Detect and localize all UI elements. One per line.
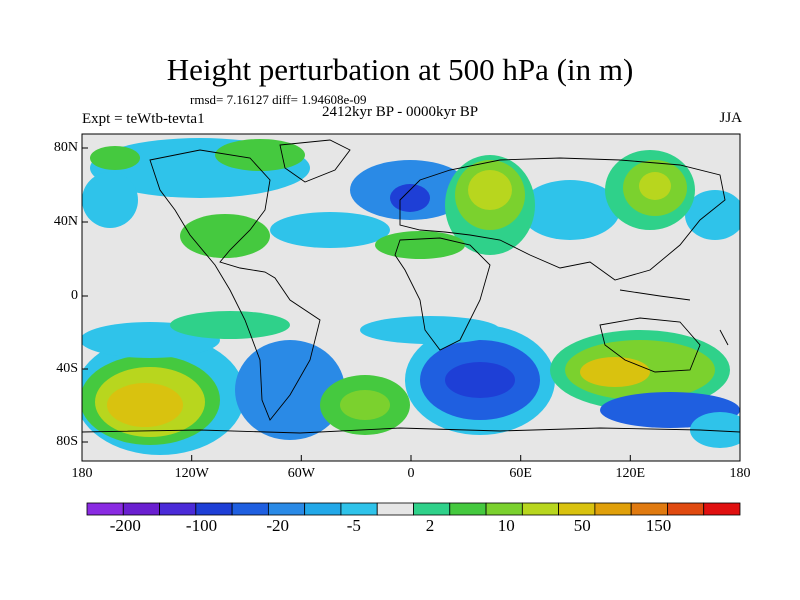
colorbar-label: -20 xyxy=(266,516,290,535)
colorbar-swatch xyxy=(521,502,560,516)
colorbar-label: 50 xyxy=(573,516,591,535)
contour-region xyxy=(390,184,430,212)
contour-region xyxy=(270,212,390,248)
colorbar-swatch xyxy=(159,502,197,516)
contour-region xyxy=(215,139,305,171)
colorbar xyxy=(86,502,741,516)
lon-label: 180 xyxy=(729,466,751,481)
colorbar-swatch xyxy=(304,502,342,516)
stats-label: rmsd= 7.16127 diff= 1.94608e-09 xyxy=(190,92,367,107)
lat-label: 80N xyxy=(53,140,78,155)
contour-region xyxy=(360,316,500,344)
contour-field xyxy=(82,138,740,455)
lon-label: 120E xyxy=(615,466,646,481)
colorbar-swatch xyxy=(86,502,124,516)
colorbar-swatch xyxy=(449,502,487,516)
colorbar-swatch xyxy=(122,502,160,516)
contour-region xyxy=(520,180,620,240)
lon-label: 120W xyxy=(174,466,209,481)
colorbar-label: 150 xyxy=(645,516,672,535)
lon-label: 60W xyxy=(287,466,315,481)
colorbar-label: 10 xyxy=(497,516,515,535)
contour-region xyxy=(445,362,515,398)
colorbar-swatch xyxy=(630,502,668,516)
contour-region xyxy=(580,357,650,387)
map-panel xyxy=(81,133,741,462)
lon-label: 0 xyxy=(407,466,415,481)
season-label: JJA xyxy=(719,110,742,126)
colorbar-swatch xyxy=(558,502,596,516)
colorbar-label: -5 xyxy=(346,516,361,535)
coastlines xyxy=(82,139,740,434)
contour-region xyxy=(690,412,740,448)
map-title: Height perturbation at 500 hPa (in m) xyxy=(166,52,634,87)
lat-label: 80S xyxy=(56,434,78,449)
contour-region xyxy=(639,172,671,200)
colorbar-label: -200 xyxy=(109,516,141,535)
contour-region xyxy=(180,214,270,258)
colorbar-swatch xyxy=(340,502,378,516)
colorbar-label: 2 xyxy=(425,516,435,535)
contour-region xyxy=(685,190,740,240)
colorbar-swatch xyxy=(195,502,233,516)
lat-label: 40S xyxy=(56,361,78,376)
colorbar-label: -100 xyxy=(185,516,218,535)
colorbar-swatch xyxy=(485,502,523,516)
contour-region xyxy=(82,172,138,228)
colorbar-swatch xyxy=(231,502,269,516)
lon-label: 60E xyxy=(509,466,532,481)
colorbar-swatch xyxy=(376,502,414,516)
lon-label: 180 xyxy=(71,466,93,481)
contour-region xyxy=(340,390,390,420)
colorbar-swatch xyxy=(413,502,451,516)
colorbar-swatch xyxy=(703,502,741,516)
lat-label: 40N xyxy=(53,214,78,229)
colorbar-swatch xyxy=(267,502,306,516)
axis-ticks xyxy=(82,147,631,461)
contour-region xyxy=(235,340,345,440)
contour-region xyxy=(375,231,465,259)
contour-region xyxy=(90,146,140,170)
contour-region xyxy=(107,383,183,427)
period-label: 2412kyr BP - 0000kyr BP xyxy=(322,104,479,120)
colorbar-swatch xyxy=(667,502,705,516)
experiment-label: Expt = teWtb-tevta1 xyxy=(82,111,205,127)
contour-region xyxy=(170,311,290,339)
lat-label: 0 xyxy=(71,288,78,303)
colorbar-swatch xyxy=(594,502,632,516)
contour-region xyxy=(468,170,512,210)
